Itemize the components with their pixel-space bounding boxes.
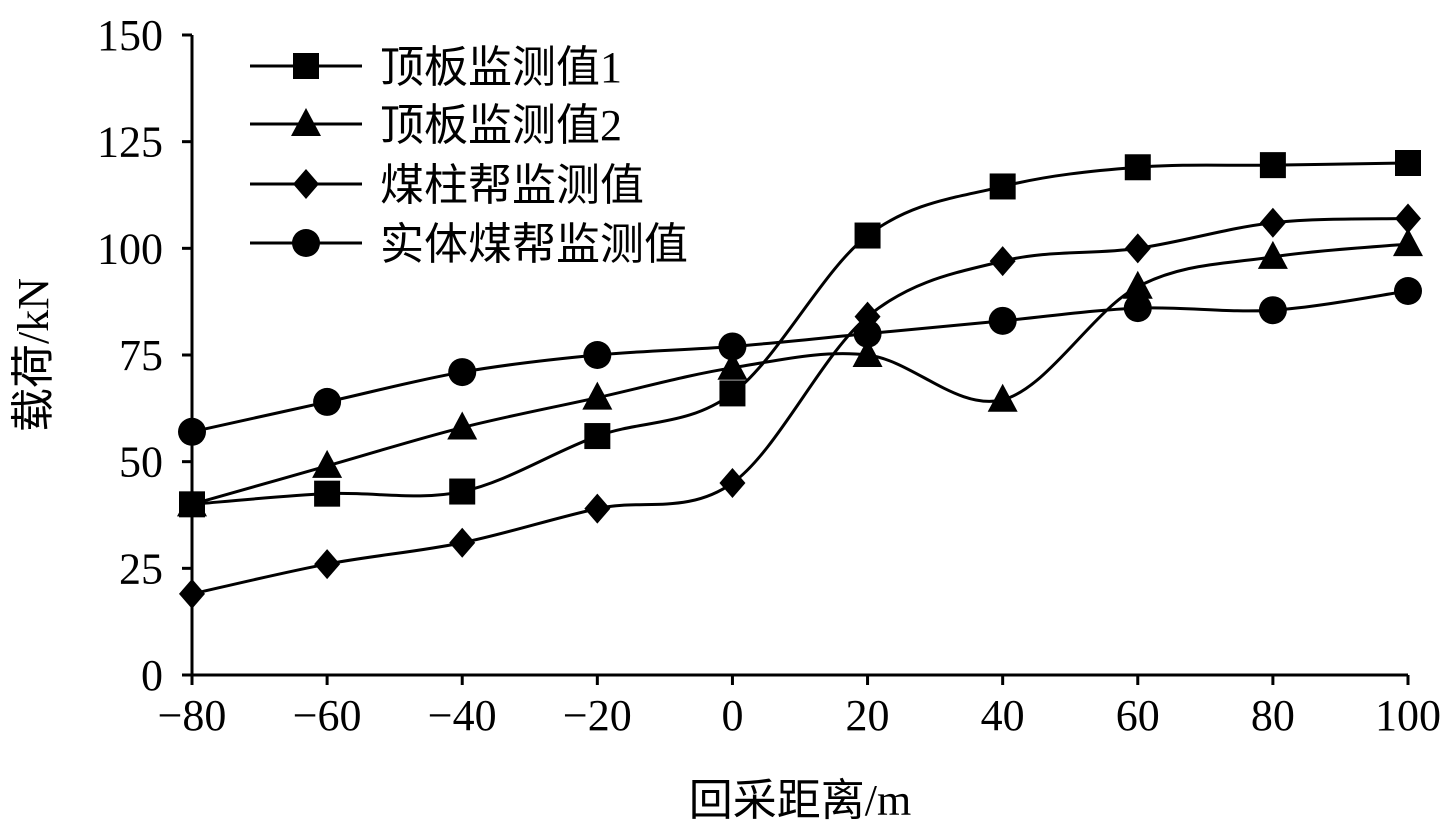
data-point-triangle xyxy=(852,339,883,367)
axes: 0 25 50 75 100 125 150 −80 −60 −40 −20 0 20 40 60 80 100 xyxy=(97,11,1441,740)
data-point-square xyxy=(1395,150,1421,176)
data-point-diamond xyxy=(989,246,1016,277)
series-lines xyxy=(191,161,1409,596)
x-tick-label: 60 xyxy=(1116,691,1160,740)
y-tick-label: 0 xyxy=(141,651,163,700)
x-tick-label: −80 xyxy=(158,691,227,740)
data-point-circle xyxy=(1258,296,1287,325)
x-tick-label: −60 xyxy=(293,691,362,740)
y-axis-title: 载荷/kN xyxy=(9,278,58,432)
data-point-square xyxy=(314,480,341,507)
legend-marker-triangle xyxy=(291,108,321,136)
data-point-triangle xyxy=(582,381,613,410)
x-tick-label: 80 xyxy=(1251,691,1295,740)
y-tick-label: 50 xyxy=(119,438,163,487)
data-point-triangle xyxy=(447,411,478,440)
data-point-triangle xyxy=(1257,240,1288,269)
y-tick-label: 150 xyxy=(97,11,163,60)
data-point-circle xyxy=(1394,277,1422,305)
data-point-diamond xyxy=(179,578,205,609)
data-point-triangle xyxy=(1122,270,1153,299)
legend-marker-square xyxy=(293,53,319,79)
data-point-diamond xyxy=(314,549,341,580)
data-point-circle xyxy=(853,319,882,348)
data-point-square xyxy=(449,478,476,505)
y-tick-label: 100 xyxy=(97,224,163,273)
data-point-square xyxy=(719,380,746,407)
x-tick-label: −20 xyxy=(563,691,632,740)
legend-marker-diamond xyxy=(293,169,319,199)
data-point-square xyxy=(854,222,881,249)
data-point-diamond xyxy=(1259,207,1286,238)
x-tick-label: 0 xyxy=(721,691,743,740)
series-line-2 xyxy=(191,242,1409,506)
data-point-triangle xyxy=(312,449,343,478)
y-tick-label: 125 xyxy=(97,118,163,167)
data-point-square xyxy=(989,173,1016,200)
data-point-diamond xyxy=(449,527,476,558)
data-point-triangle xyxy=(717,351,748,380)
data-point-circle xyxy=(1123,294,1152,323)
x-tick-label: 40 xyxy=(981,691,1025,740)
data-point-triangle xyxy=(1393,228,1423,257)
series-markers xyxy=(177,150,1423,609)
legend-label: 顶板监测值2 xyxy=(380,101,622,150)
data-point-circle xyxy=(583,341,612,369)
data-point-square xyxy=(1259,152,1286,179)
x-axis-title: 回采距离/m xyxy=(689,776,911,825)
data-point-square xyxy=(1124,154,1151,181)
legend-label: 顶板监测值1 xyxy=(380,43,622,92)
series-line-4 xyxy=(191,289,1409,434)
x-tick-label: −40 xyxy=(428,691,497,740)
y-tick-label: 25 xyxy=(119,544,163,593)
data-point-triangle xyxy=(177,488,207,517)
data-point-diamond xyxy=(719,468,746,498)
legend-marker-circle xyxy=(292,229,320,257)
data-point-circle xyxy=(448,358,477,387)
legend-label: 实体煤帮监测值 xyxy=(380,220,688,269)
data-point-diamond xyxy=(584,493,611,524)
series-line-1 xyxy=(191,161,1409,506)
data-point-square xyxy=(584,423,611,450)
x-tick-label: 20 xyxy=(846,691,890,740)
data-point-circle xyxy=(718,332,747,361)
data-point-circle xyxy=(178,417,206,446)
data-point-circle xyxy=(988,306,1017,335)
x-tick-label: 100 xyxy=(1375,691,1441,740)
data-point-diamond xyxy=(1395,203,1421,234)
data-point-circle xyxy=(313,387,342,416)
series-line-3 xyxy=(191,216,1409,596)
y-tick-label: 75 xyxy=(119,331,163,380)
legend-label: 煤柱帮监测值 xyxy=(380,161,644,210)
data-point-triangle xyxy=(987,383,1018,412)
data-point-diamond xyxy=(1124,233,1151,264)
